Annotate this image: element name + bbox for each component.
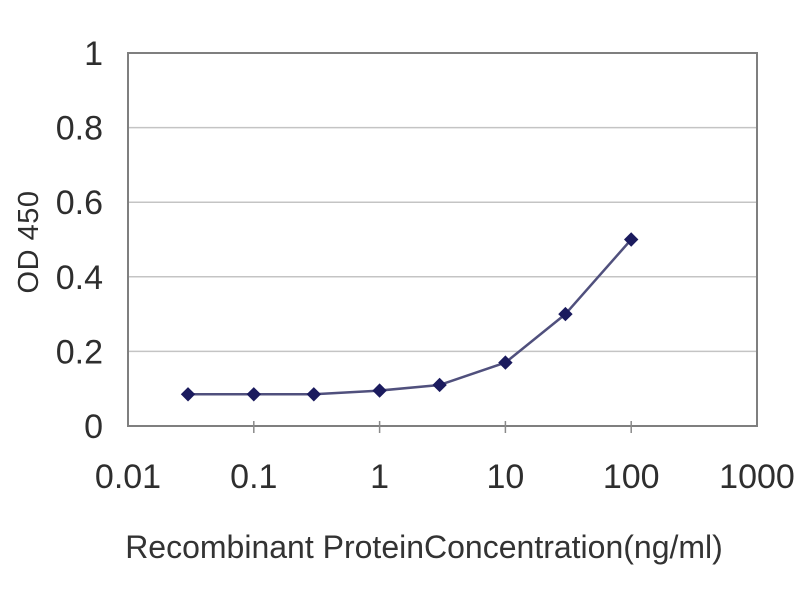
data-point-marker [432,377,447,393]
y-tick-label: 0.4 [56,259,103,297]
y-tick-label: 0 [84,408,103,446]
data-point-marker [246,387,262,402]
x-tick-label: 1000 [719,458,795,496]
data-point-marker [623,232,639,247]
x-axis-title: Recombinant ProteinConcentration(ng/ml) [125,529,723,565]
data-point-marker [498,355,513,370]
y-axis-title: OD 450 [13,190,45,294]
plot-frame [127,52,758,427]
data-point-marker [372,383,387,398]
x-tick-label: 100 [603,458,660,496]
data-point-marker [306,387,322,402]
x-tick-label: 0.01 [95,458,161,496]
y-tick-label: 0.6 [56,184,103,222]
x-tick-label: 1 [370,458,389,496]
data-point-marker [180,387,196,402]
x-tick-label: 0.1 [230,458,277,496]
series-line [188,238,633,396]
y-tick-label: 0.8 [56,110,103,148]
data-point-marker [558,306,573,322]
y-tick-label: 0.2 [56,333,103,371]
x-tick-label: 10 [486,458,524,496]
y-tick-label: 1 [84,35,103,73]
